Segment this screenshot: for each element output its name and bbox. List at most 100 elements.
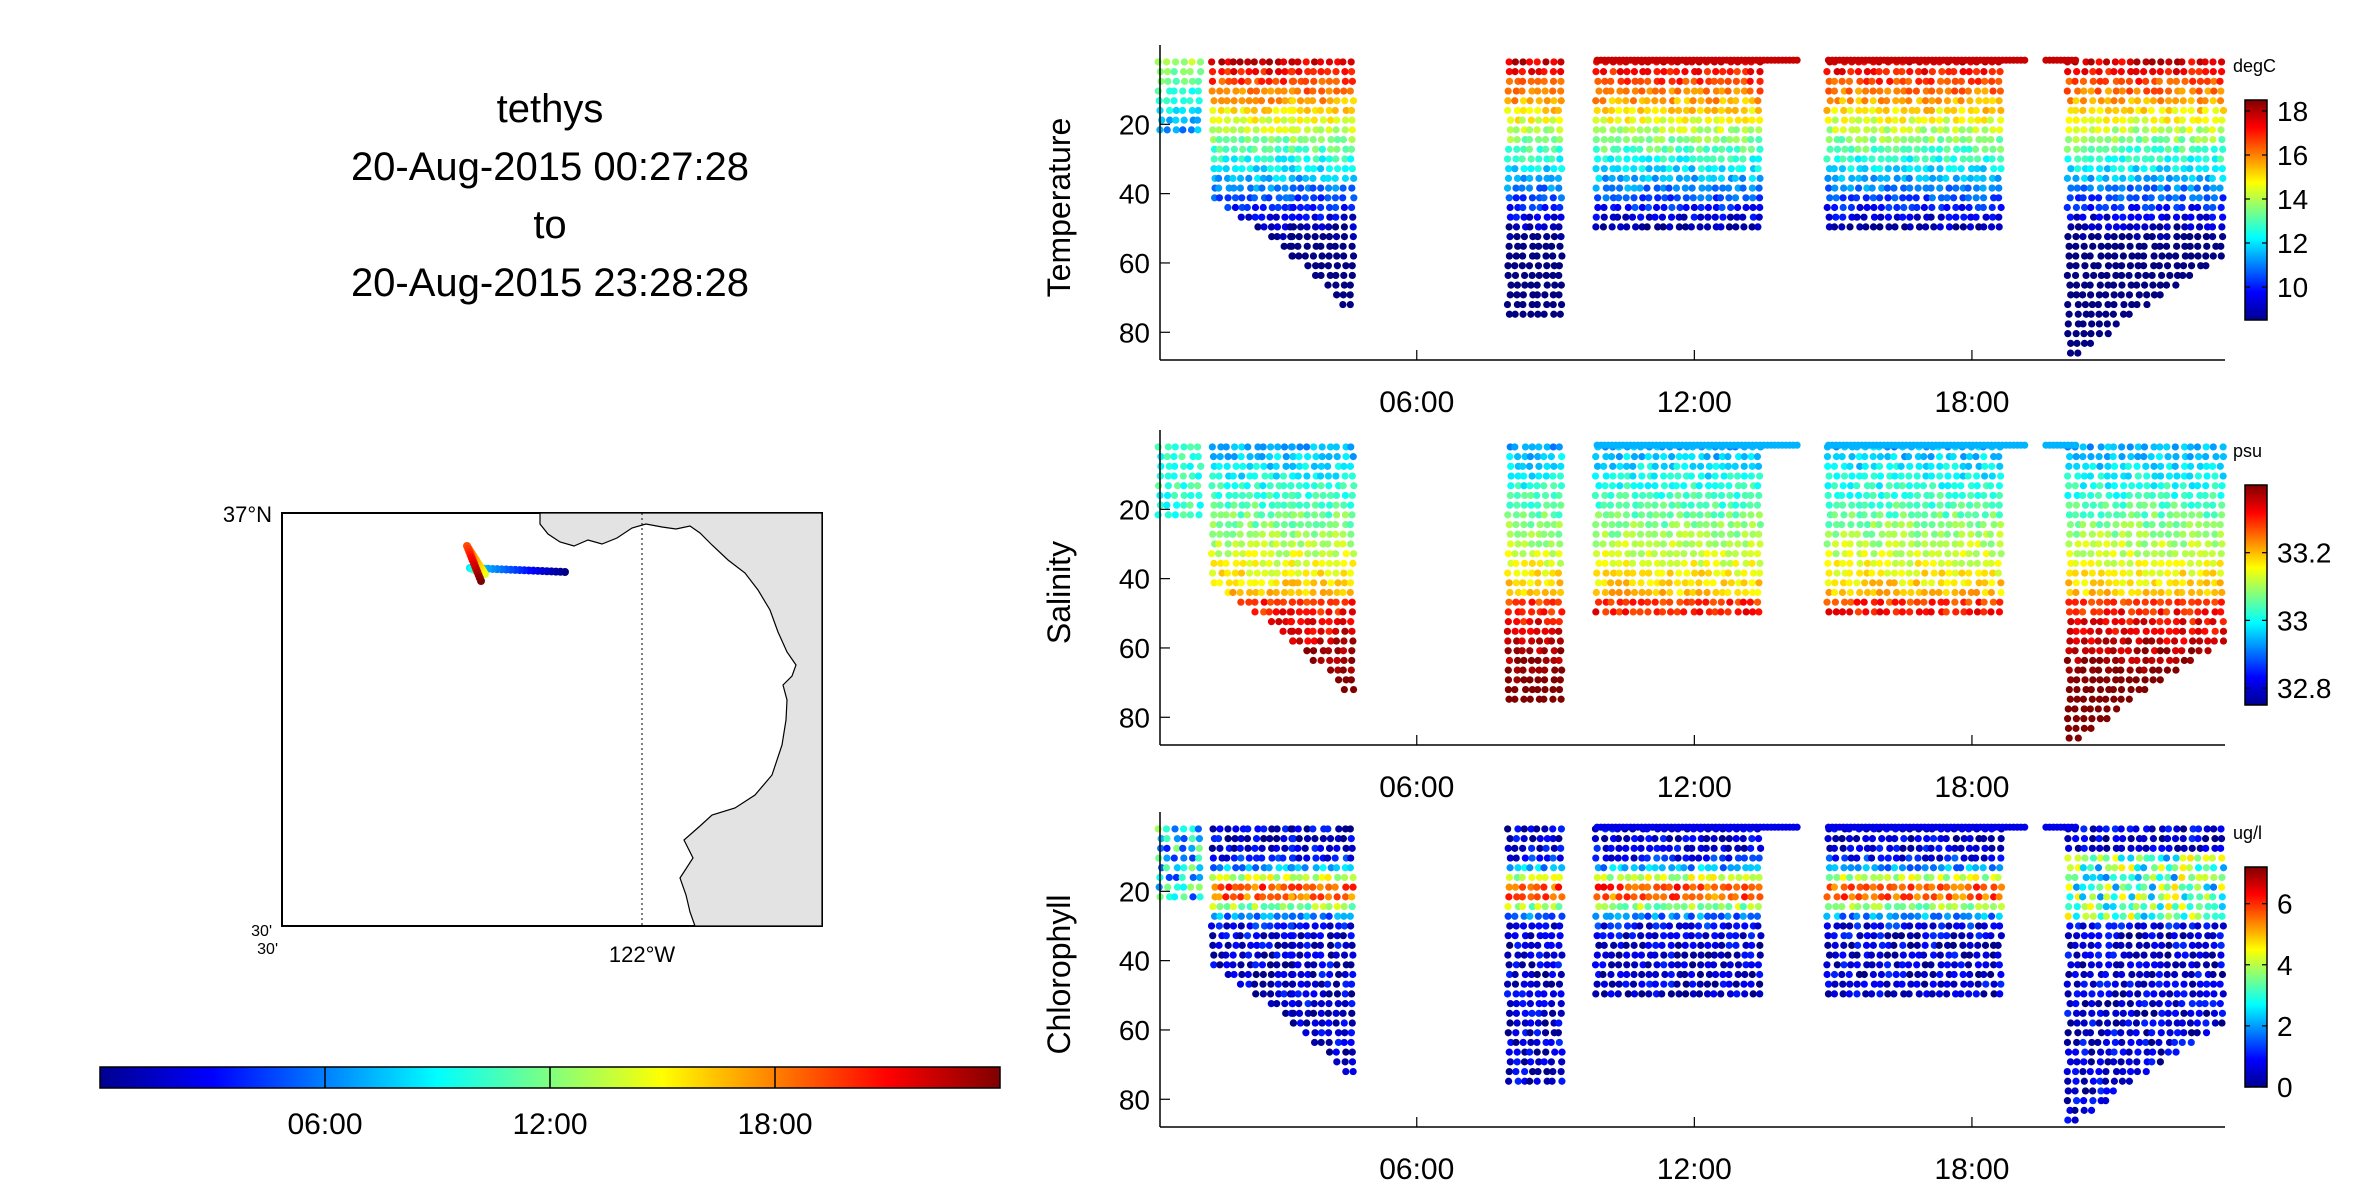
data-point [1673, 194, 1681, 202]
data-point [2135, 608, 2143, 616]
data-point [2165, 174, 2174, 182]
data-point [1740, 462, 1748, 470]
data-point [2117, 695, 2125, 703]
data-point [1542, 116, 1550, 124]
data-point [2134, 174, 2142, 182]
data-point [1630, 68, 1639, 76]
data-point [2172, 666, 2180, 674]
data-point [1252, 835, 1261, 843]
data-point [1905, 569, 1913, 577]
data-point [1621, 540, 1630, 548]
data-point [2087, 145, 2096, 153]
data-point [1882, 608, 1891, 616]
data-point [1717, 491, 1726, 500]
data-point [2141, 598, 2149, 606]
data-point [1711, 472, 1719, 480]
data-point [2125, 540, 2133, 548]
data-point [1519, 252, 1527, 260]
data-point [1595, 482, 1603, 490]
data-point [2219, 443, 2227, 451]
data-point [2074, 155, 2082, 163]
data-point [1913, 145, 1921, 153]
data-point [1188, 106, 1196, 115]
data-point [1690, 608, 1698, 616]
data-point [2066, 281, 2074, 289]
data-point [1945, 184, 1953, 192]
data-point [2074, 223, 2083, 231]
data-point [1942, 511, 1950, 519]
data-point [1253, 482, 1262, 490]
data-point [1238, 203, 1246, 212]
data-point [1318, 559, 1326, 567]
data-point [2135, 540, 2143, 548]
data-point [2067, 184, 2075, 192]
data-point [1225, 579, 1233, 587]
data-point [1755, 530, 1763, 538]
data-point [2073, 145, 2081, 153]
data-point [1312, 155, 1320, 163]
data-point [1520, 588, 1528, 597]
data-point [1302, 588, 1310, 597]
data-point [1644, 453, 1652, 461]
data-point [1652, 126, 1660, 134]
data-point [1533, 213, 1542, 221]
data-point [2193, 482, 2202, 490]
data-point [2165, 252, 2173, 260]
data-point [1942, 174, 1950, 182]
data-point [1995, 453, 2003, 461]
data-point [2157, 511, 2165, 519]
data-point [1739, 511, 1747, 519]
data-point [1906, 550, 1914, 558]
data-point [1845, 87, 1853, 95]
data-point [1245, 550, 1253, 558]
data-point [1246, 559, 1254, 567]
data-point [1646, 511, 1654, 519]
data-point [1718, 87, 1726, 95]
data-point [1847, 203, 1856, 212]
data-point [2141, 116, 2149, 124]
data-point [1929, 482, 1937, 490]
data-point [1209, 932, 1217, 940]
data-point [1243, 932, 1252, 940]
data-point [1238, 482, 1246, 490]
data-point [1347, 203, 1356, 212]
data-point [1288, 58, 1296, 66]
data-point [1997, 588, 2005, 597]
data-point [1513, 656, 1522, 665]
data-point [1197, 462, 1205, 470]
data-point [1229, 530, 1237, 538]
data-point [1238, 443, 1246, 451]
data-point [1713, 453, 1721, 461]
data-point [1229, 961, 1237, 969]
data-point [2171, 482, 2179, 490]
data-point [1912, 155, 1920, 163]
data-point [2134, 252, 2142, 260]
data-point [2187, 501, 2195, 509]
data-point [1659, 472, 1668, 480]
data-point [2072, 97, 2080, 105]
data-point [1229, 588, 1237, 597]
data-point [2186, 242, 2194, 250]
data-point [2133, 281, 2141, 289]
data-point [1756, 203, 1764, 212]
data-point [2067, 223, 2075, 231]
data-point [1950, 194, 1958, 202]
data-point [1651, 97, 1659, 105]
data-point [1720, 472, 1728, 480]
data-point [1897, 472, 1905, 480]
data-point [2125, 310, 2133, 318]
data-point [1180, 116, 1188, 124]
data-point [1906, 491, 1914, 500]
data-point [1643, 97, 1651, 105]
data-point [1232, 87, 1240, 95]
data-point [1275, 618, 1283, 626]
data-point [1294, 990, 1302, 998]
data-point [1922, 184, 1930, 192]
data-point [1180, 893, 1188, 901]
data-point [1886, 77, 1894, 85]
data-point [2156, 618, 2164, 626]
data-point [1724, 550, 1733, 558]
data-point [2117, 77, 2126, 85]
data-point [2111, 58, 2119, 66]
